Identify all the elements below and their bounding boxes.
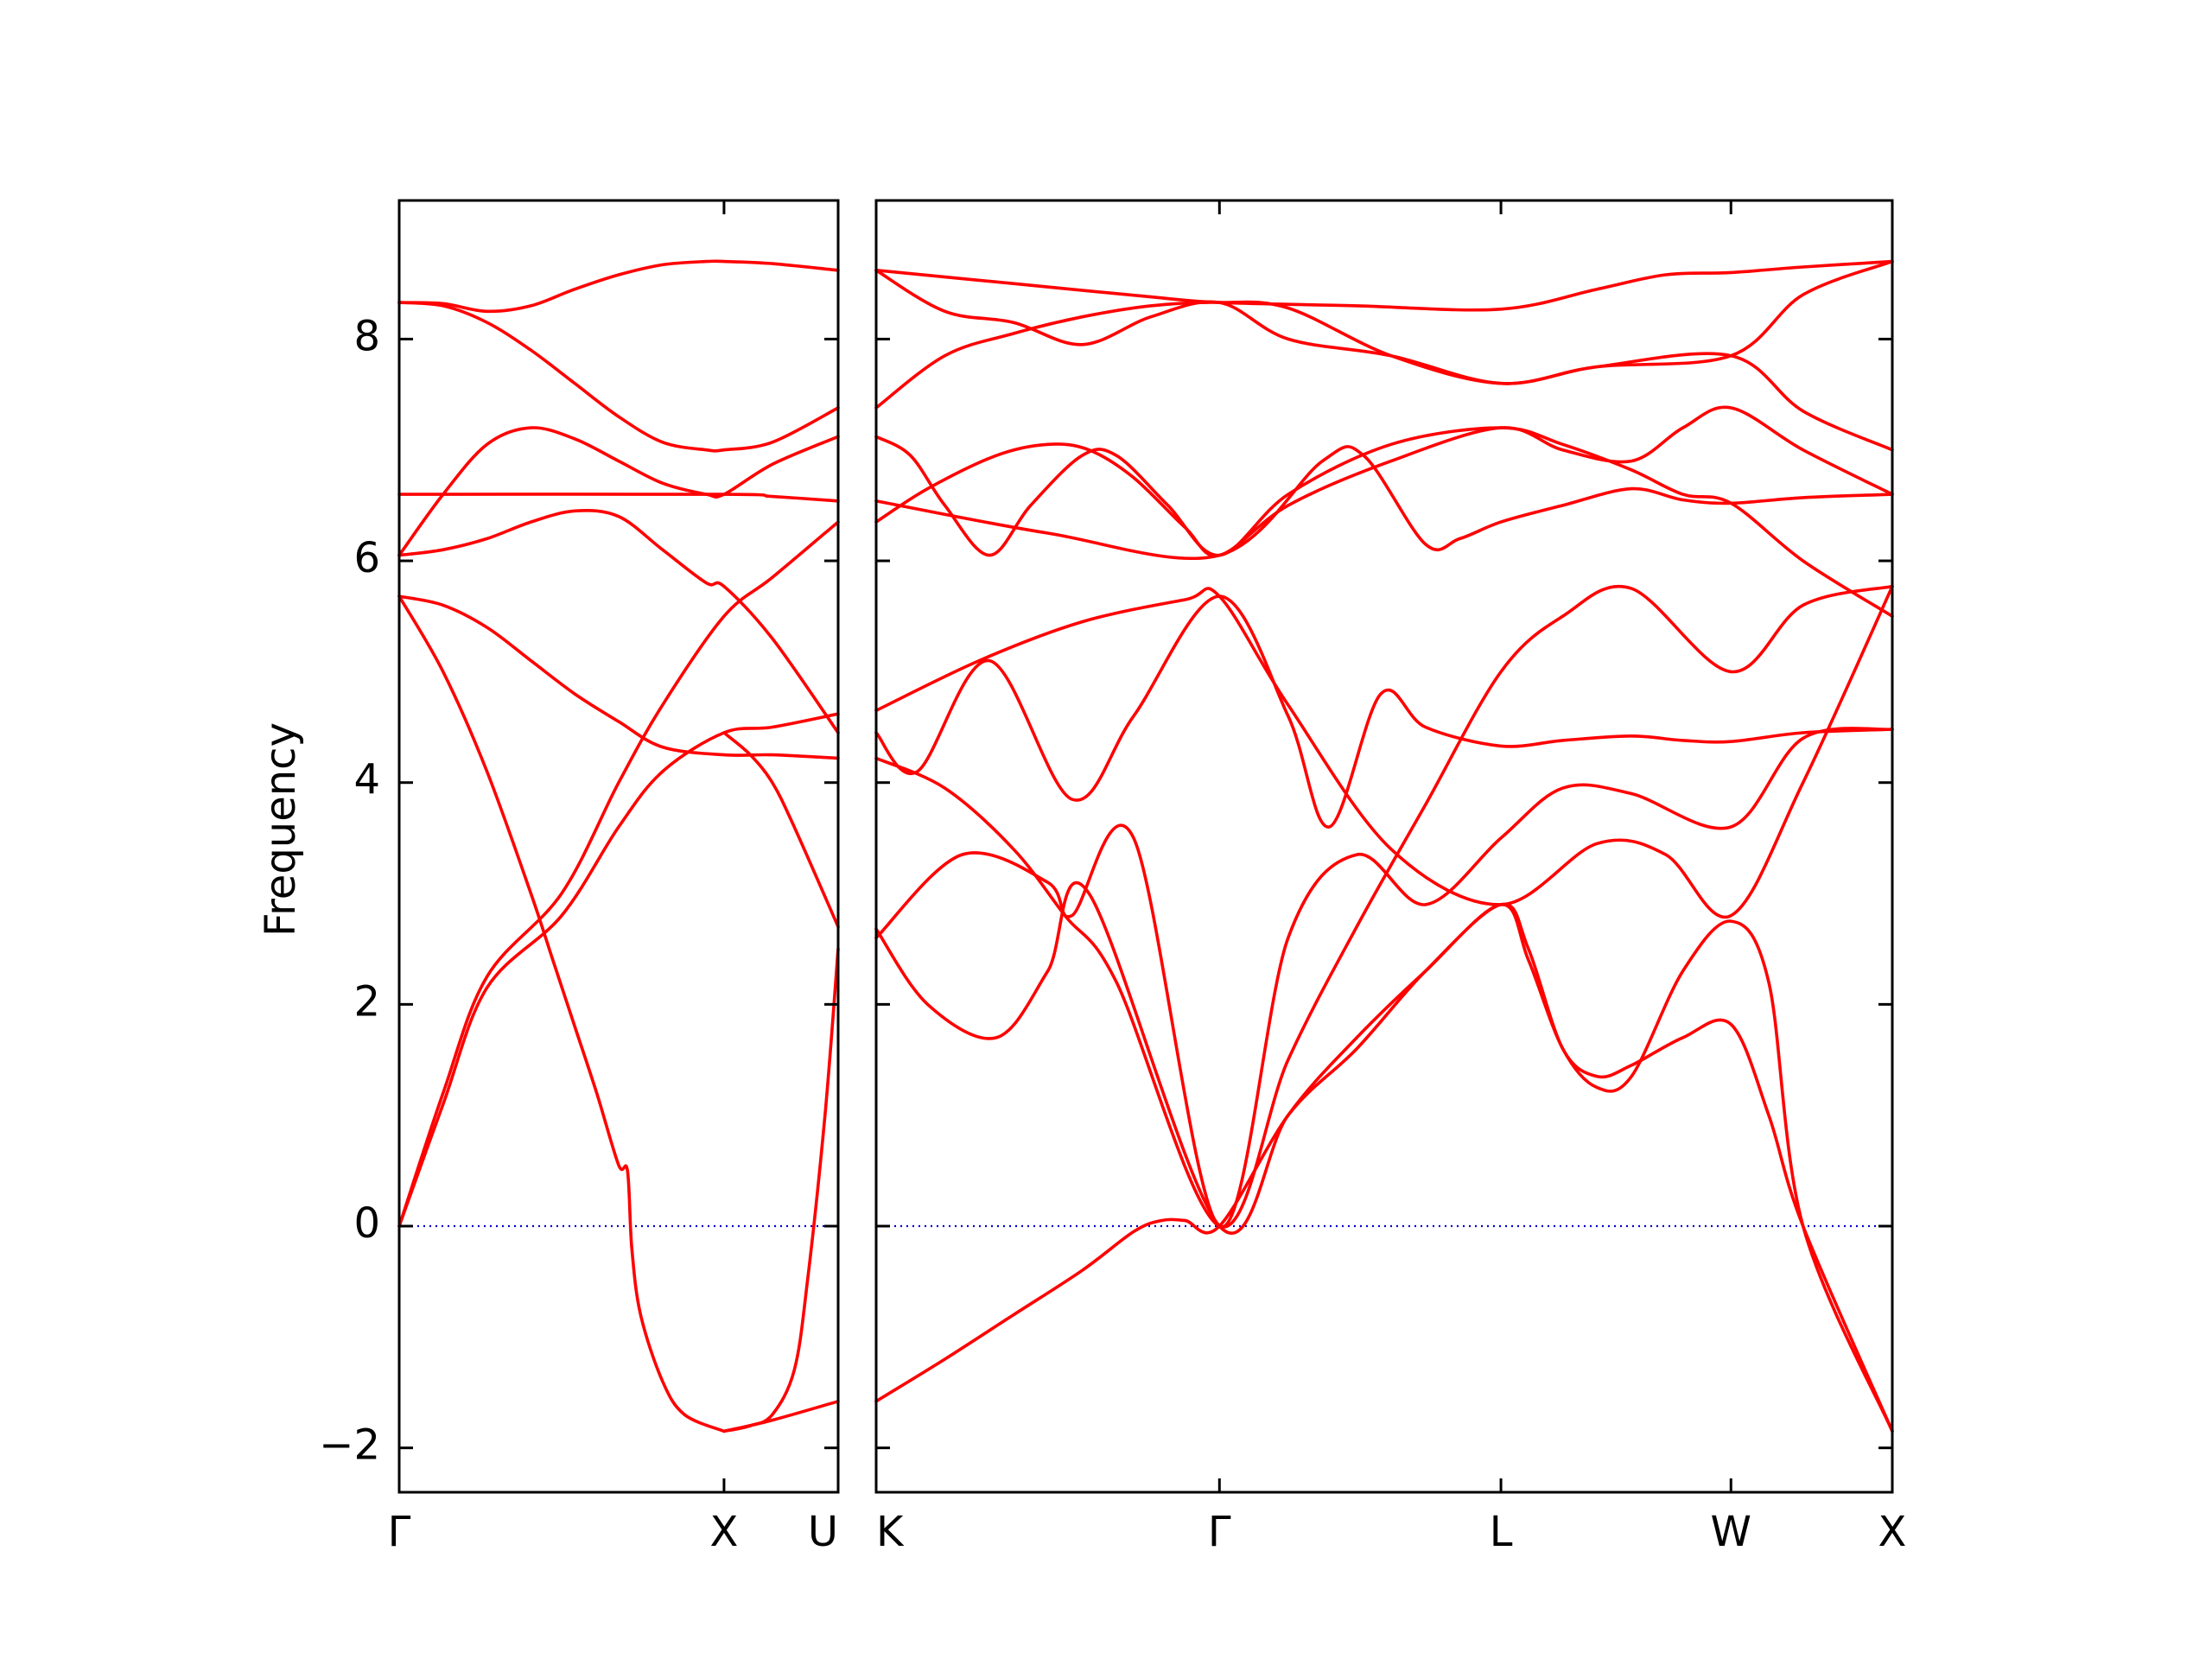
panel-left: −2 0 2 4 6 8 Γ X U — [319, 199, 840, 1556]
y-tick-label: 4 — [353, 756, 380, 804]
band-left-9 — [397, 712, 840, 1228]
x-tick-label: Γ — [388, 1508, 411, 1556]
band-left-5 — [397, 493, 840, 503]
y-tick-label: 8 — [353, 312, 380, 360]
band-left-12 — [722, 1400, 840, 1433]
y-axis-label: Frequency — [257, 722, 305, 937]
band-left-8 — [397, 520, 840, 1228]
x-tick-label: X — [1878, 1508, 1907, 1556]
x-tick-label: L — [1490, 1508, 1513, 1556]
band-left-6 — [397, 594, 840, 760]
x-tick-label: Γ — [1208, 1508, 1231, 1556]
y-tick-label: 2 — [353, 977, 380, 1026]
band-right-10 — [874, 727, 1894, 1229]
band-left-2 — [397, 301, 840, 453]
band-left-11 — [722, 947, 840, 1433]
band-right-5 — [874, 426, 1894, 618]
band-right-7 — [874, 584, 1894, 919]
y-tick-label: 0 — [353, 1199, 380, 1248]
y-tick-label: 6 — [353, 534, 380, 582]
x-tick-label: X — [709, 1508, 738, 1556]
x-tick-label: K — [876, 1508, 905, 1556]
band-left-7 — [397, 594, 726, 1433]
band-left-4 — [397, 508, 840, 734]
plot-frame-left — [397, 199, 840, 1494]
band-right-9 — [874, 584, 1894, 1229]
x-tick-label: W — [1711, 1508, 1751, 1556]
band-left-1 — [397, 259, 840, 314]
band-right-3 — [874, 269, 1894, 452]
x-tick-label: U — [808, 1508, 838, 1556]
plot-frame-right — [874, 199, 1894, 1494]
band-left-3 — [397, 426, 840, 557]
band-right-12 — [874, 903, 1894, 1433]
band-right-6 — [874, 445, 1894, 561]
band-right-2 — [874, 259, 1894, 410]
band-left-10 — [722, 731, 840, 929]
band-right-4 — [874, 405, 1894, 557]
band-right-11 — [874, 880, 1894, 1433]
band-right-8 — [874, 594, 1894, 829]
band-right-1 — [874, 259, 1894, 312]
y-tick-label: −2 — [319, 1421, 380, 1470]
